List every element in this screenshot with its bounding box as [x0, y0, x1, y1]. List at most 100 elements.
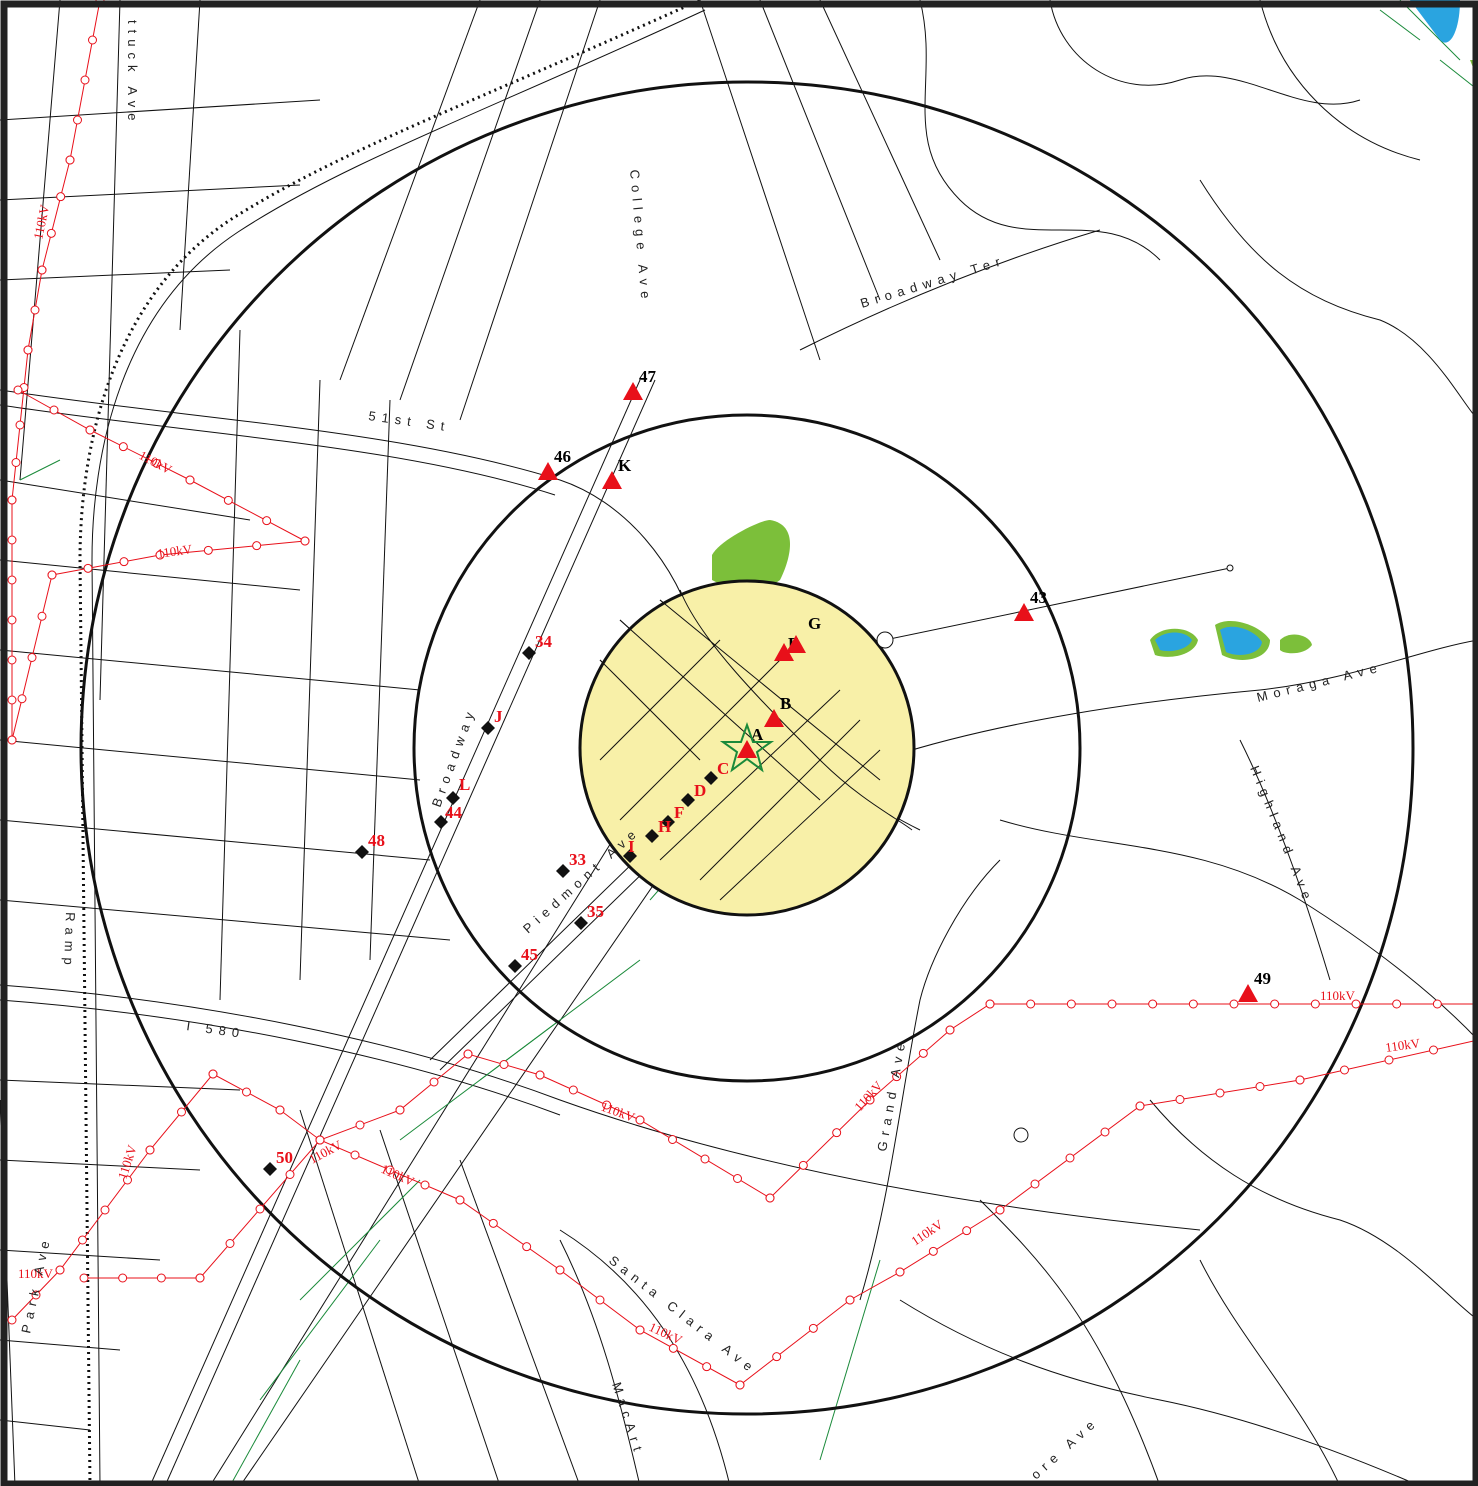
triangle-marker-icon [623, 382, 643, 400]
power-pole-node [832, 1128, 842, 1138]
power-pole-node [7, 575, 17, 585]
power-pole-node [702, 1362, 712, 1372]
power-pole-node [700, 1154, 710, 1164]
power-pole-node [7, 615, 17, 625]
marker-label: B [780, 694, 791, 713]
power-pole-node [985, 999, 995, 1009]
marker-50[interactable]: 50 [263, 1148, 293, 1176]
power-pole-node [73, 115, 82, 125]
power-pole-node [845, 1295, 855, 1305]
diamond-marker-icon [508, 959, 522, 973]
power-pole-node [1351, 999, 1361, 1009]
power-pole-node [1026, 999, 1036, 1009]
power-pole-node [1429, 1045, 1438, 1055]
diamond-marker-icon [355, 845, 369, 859]
power-pole-node [595, 1295, 605, 1305]
marker-I[interactable]: I [623, 837, 637, 863]
marker-label: 44 [445, 803, 463, 822]
marker-34[interactable]: 34 [522, 632, 553, 660]
power-line-voltage-label: 110kV [156, 541, 193, 561]
power-pole-node [152, 458, 162, 468]
power-pole-node [918, 1048, 928, 1058]
diamond-marker-icon [681, 793, 695, 807]
marker-label: L [459, 775, 470, 794]
power-pole-node [1340, 1065, 1349, 1075]
power-pole-node [79, 1273, 89, 1283]
power-pole-node [100, 1205, 110, 1215]
marker-46[interactable]: 46 [538, 447, 571, 480]
power-pole-node [635, 1115, 645, 1125]
power-pole-node [962, 1226, 972, 1236]
power-pole-node [13, 385, 23, 395]
marker-F[interactable]: F [661, 803, 684, 829]
power-pole-node [568, 1085, 578, 1095]
power-pole-node [37, 611, 47, 621]
power-pole-node [262, 516, 272, 526]
marker-label: F [674, 803, 684, 822]
marker-A[interactable]: A [737, 725, 764, 758]
junction-node [1013, 1127, 1029, 1143]
diamond-marker-icon [263, 1162, 277, 1176]
power-pole-node [7, 535, 17, 545]
power-pole-node [195, 1273, 205, 1283]
marker-label: K [618, 456, 632, 475]
power-pole-node [118, 1273, 128, 1283]
power-line-voltage-label: 110kV [18, 1266, 54, 1281]
power-pole-node [1255, 1082, 1265, 1091]
street-label-shattuck: ttuck Ave [125, 20, 140, 127]
marker-33[interactable]: 33 [556, 850, 586, 878]
power-pole-node [31, 1290, 41, 1300]
power-line-voltage-label: 110kV [1384, 1035, 1421, 1055]
power-pole-node [1215, 1088, 1225, 1098]
marker-45[interactable]: 45 [508, 945, 538, 973]
power-pole-node [535, 1070, 545, 1080]
diamond-marker-icon [661, 815, 675, 829]
power-pole-node [945, 1025, 955, 1035]
marker-label: D [694, 781, 706, 800]
survey-end-node [1226, 564, 1234, 572]
marker-label: J [494, 707, 503, 726]
marker-47[interactable]: 47 [623, 367, 657, 400]
power-pole-node [522, 1242, 532, 1252]
power-pole-node [203, 545, 213, 555]
marker-label: 50 [276, 1148, 293, 1167]
power-pole-node [118, 442, 128, 452]
marker-49[interactable]: 49 [1238, 969, 1271, 1002]
marker-label: 45 [521, 945, 538, 964]
marker-K[interactable]: K [602, 456, 632, 489]
marker-L[interactable]: L [446, 775, 470, 805]
power-pole-node [455, 1195, 465, 1205]
survey-line [884, 567, 1231, 641]
marker-G[interactable]: G [786, 614, 821, 653]
marker-44[interactable]: 44 [434, 803, 463, 829]
marker-J[interactable]: J [481, 707, 503, 735]
marker-label: 35 [587, 902, 604, 921]
power-pole-node [1107, 999, 1117, 1009]
survey-node [876, 631, 894, 649]
power-pole-node [350, 1150, 360, 1160]
power-pole-node [119, 557, 129, 567]
power-pole-node [463, 1049, 473, 1059]
marker-35[interactable]: 35 [574, 902, 604, 930]
power-pole-node [55, 1265, 65, 1275]
power-pole-node [892, 1072, 902, 1082]
power-pole-node [123, 1175, 132, 1185]
power-pole-node [185, 475, 195, 485]
power-pole-node [995, 1205, 1005, 1215]
diamond-marker-icon [522, 646, 536, 660]
power-pole-node [156, 1273, 166, 1283]
diamond-marker-icon [574, 916, 588, 930]
marker-B[interactable]: B [764, 694, 791, 727]
power-pole-node [1229, 999, 1239, 1009]
marker-D[interactable]: D [681, 781, 706, 807]
marker-48[interactable]: 48 [355, 831, 385, 859]
triangle-marker-icon [764, 709, 784, 727]
diamond-marker-icon [481, 721, 495, 735]
marker-C[interactable]: C [704, 759, 729, 785]
power-pole-node [208, 1069, 218, 1079]
power-pole-node [635, 1325, 645, 1335]
marker-H[interactable]: H [645, 817, 671, 843]
marker-43[interactable]: 43 [1014, 588, 1047, 621]
